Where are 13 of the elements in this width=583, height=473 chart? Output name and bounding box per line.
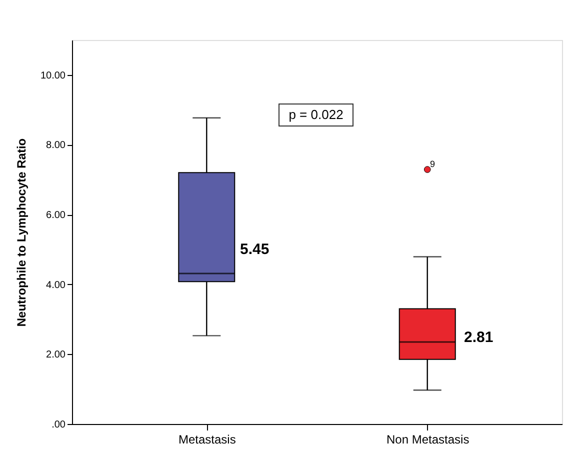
y-tick-label: 10.00 <box>40 70 66 82</box>
annotation: 5.45 <box>240 241 270 258</box>
annotation: p = 0.022 <box>288 107 344 122</box>
y-tick-label: 8.00 <box>46 140 66 152</box>
y-tick-label: .00 <box>52 420 66 430</box>
x-tick-label: Metastasis <box>178 432 236 446</box>
annotation: 9 <box>430 159 436 169</box>
annotation: 2.81 <box>464 329 494 346</box>
y-axis-title: Neutrophile to Lymphocyte Ratio <box>14 138 28 327</box>
y-tick-label: 6.00 <box>46 210 66 222</box>
y-tick-label: 4.00 <box>46 280 66 291</box>
x-tick-label: Non Metastasis <box>386 432 470 446</box>
y-tick-label: 2.00 <box>46 350 66 361</box>
